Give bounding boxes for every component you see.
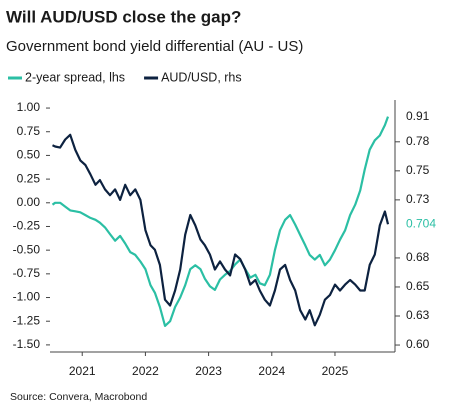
y2-tick-label: 0.63 — [406, 308, 430, 322]
x-tick-label: 2024 — [258, 364, 285, 378]
chart-subtitle: Government bond yield differential (AU -… — [6, 38, 303, 55]
y-tick-label: -0.75 — [13, 266, 41, 280]
y2-tick-label: 0.78 — [406, 134, 430, 148]
y-tick-label: 0.00 — [17, 195, 41, 209]
x-tick-label: 2023 — [195, 364, 222, 378]
y-tick-label: -0.25 — [13, 219, 41, 233]
y-tick-label: -1.50 — [13, 337, 41, 351]
legend-label: AUD/USD, rhs — [161, 70, 242, 84]
y2-tick-label: 0.68 — [406, 250, 430, 264]
series-line — [51, 116, 390, 327]
x-tick-label: 2025 — [322, 364, 349, 378]
y-tick-label: 0.75 — [17, 124, 41, 138]
y-tick-label: -1.25 — [13, 313, 41, 327]
y-tick-label: -0.50 — [13, 242, 41, 256]
y-tick-label: 1.00 — [17, 100, 41, 114]
y-tick-label: -1.00 — [13, 290, 41, 304]
source: Source: Convera, Macrobond — [10, 391, 147, 403]
y2-tick-label: 0.60 — [406, 337, 430, 351]
y2-tick-label: 0.73 — [406, 192, 430, 206]
x-tick-label: 2022 — [132, 364, 159, 378]
chart-title: Will AUD/USD close the gap? — [6, 7, 241, 26]
end-value-label: 0.91 — [406, 109, 430, 123]
series-line — [52, 133, 390, 327]
y-tick-label: 0.50 — [17, 148, 41, 162]
legend-label: 2-year spread, lhs — [25, 70, 125, 84]
x-tick-label: 2021 — [69, 364, 96, 378]
y-tick-label: 0.25 — [17, 171, 41, 185]
y2-tick-label: 0.75 — [406, 163, 430, 177]
y2-tick-label: 0.65 — [406, 279, 430, 293]
end-value-label: 0.704 — [406, 216, 436, 230]
